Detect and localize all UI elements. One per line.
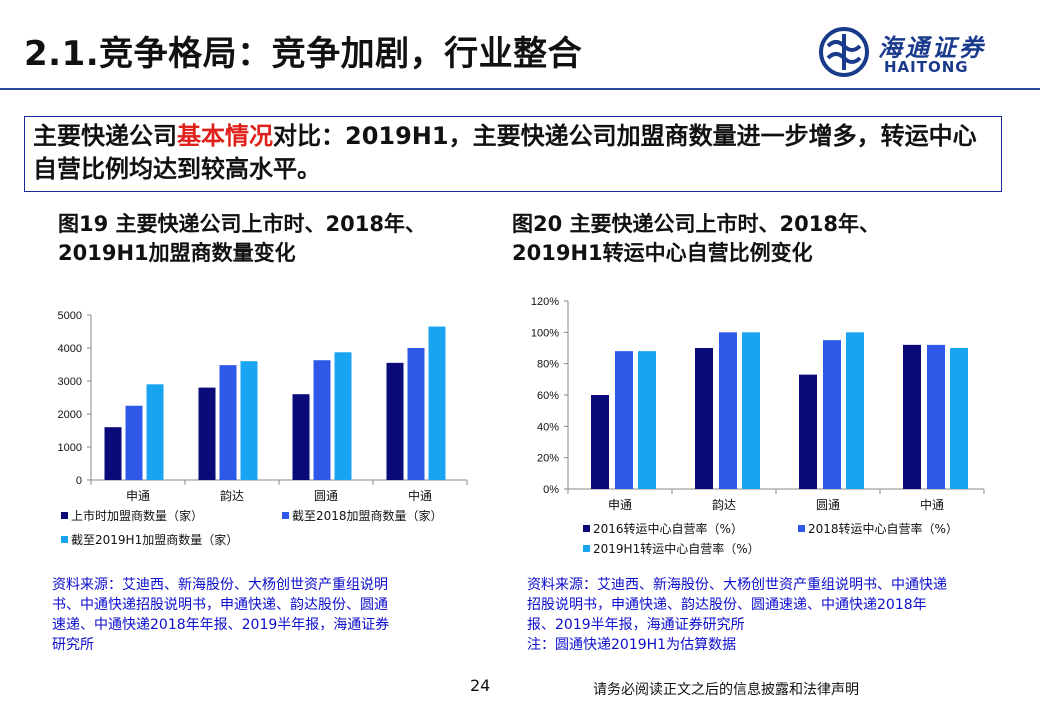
legend-swatch [61, 536, 68, 543]
logo-chinese-text: 海通证券 [878, 34, 986, 62]
figure-20-source-line: 注：圆通快递2019H1为估算数据 [527, 637, 737, 653]
legend-label: 上市时加盟商数量（家） [71, 508, 203, 523]
bar-2 [927, 344, 945, 489]
bar-2 [407, 348, 425, 480]
legend-label: 2019H1转运中心自营率（%） [593, 541, 760, 556]
bar-1 [799, 374, 817, 489]
bar-3 [638, 351, 656, 489]
figure-19-source-line: 研究所 [52, 637, 94, 653]
legend-label: 截至2019H1加盟商数量（家） [71, 532, 238, 547]
y-tick-label: 100% [531, 327, 559, 339]
legend-swatch [61, 512, 68, 519]
summary-highlight: 基本情况 [177, 122, 273, 150]
bar-2 [615, 351, 633, 489]
haitong-logo: 海通证券 HAITONG [818, 26, 1018, 78]
legend-label: 截至2018加盟商数量（家） [292, 508, 443, 523]
bar-3 [240, 361, 258, 480]
summary-text-end: 对比：2019H1，主要快递公司加盟商数量进一步增多，转运中心自营比例均达到较高… [33, 122, 977, 183]
summary-box: 主要快递公司基本情况对比：2019H1，主要快递公司加盟商数量进一步增多，转运中… [24, 116, 1002, 192]
bar-2 [219, 365, 237, 480]
header-divider [0, 88, 1040, 90]
y-tick-label: 0 [76, 475, 82, 487]
page-number: 24 [470, 676, 491, 695]
x-category-label: 中通 [408, 488, 432, 503]
page-title: 2.1.竞争格局：竞争加剧，行业整合 [24, 34, 583, 74]
bar-3 [950, 348, 968, 489]
y-tick-label: 2000 [58, 409, 82, 421]
bar-1 [292, 394, 310, 480]
x-category-label: 圆通 [314, 489, 338, 503]
y-tick-label: 3000 [58, 376, 82, 388]
figure-19-title-line2: 2019H1加盟商数量变化 [58, 241, 296, 265]
bar-2 [313, 360, 331, 480]
summary-text-start: 主要快递公司 [33, 122, 177, 150]
y-tick-label: 80% [537, 359, 559, 371]
y-tick-label: 40% [537, 421, 559, 433]
figure-19-source-line: 资料来源：艾迪西、新海股份、大杨创世资产重组说明 [52, 577, 388, 593]
figure-19-title: 图19 主要快递公司上市时、2018年、 2019H1加盟商数量变化 [58, 210, 426, 268]
x-category-label: 申通 [126, 489, 150, 503]
x-category-label: 中通 [920, 497, 944, 512]
y-tick-label: 120% [531, 296, 559, 308]
bar-3 [428, 326, 446, 480]
bar-3 [846, 332, 864, 489]
x-category-label: 韵达 [220, 488, 244, 503]
legend-label: 2016转运中心自营率（%） [593, 521, 743, 536]
bar-1 [591, 395, 609, 489]
figure-20-source-line: 报、2019半年报，海通证券研究所 [527, 617, 745, 633]
figure-20-title-line1: 图20 主要快递公司上市时、2018年、 [512, 212, 880, 236]
y-tick-label: 0% [543, 484, 559, 496]
y-tick-label: 1000 [58, 442, 82, 454]
figure-19-source-line: 书、中通快递招股说明书，申通快递、韵达股份、圆通 [52, 597, 388, 613]
x-category-label: 圆通 [816, 498, 840, 512]
legend-swatch [583, 525, 590, 532]
figure-20-title: 图20 主要快递公司上市时、2018年、 2019H1转运中心自营比例变化 [512, 210, 880, 268]
bar-1 [695, 348, 713, 489]
figure-20-source-line: 招股说明书，申通快递、韵达股份、圆通速递、中通快递2018年 [527, 597, 927, 613]
x-category-label: 韵达 [712, 497, 736, 512]
y-tick-label: 20% [537, 453, 559, 465]
figure-20-source: 资料来源：艾迪西、新海股份、大杨创世资产重组说明书、中通快递 招股说明书，申通快… [527, 575, 947, 655]
legend-swatch [282, 512, 289, 519]
bar-1 [104, 427, 122, 480]
figure-19-source-line: 速递、中通快递2018年年报、2019半年报，海通证券 [52, 617, 390, 633]
bar-1 [386, 362, 404, 480]
x-category-label: 申通 [608, 498, 632, 512]
figure-19-source: 资料来源：艾迪西、新海股份、大杨创世资产重组说明 书、中通快递招股说明书，申通快… [52, 575, 389, 655]
legend-swatch [583, 545, 590, 552]
figure-20-source-line: 资料来源：艾迪西、新海股份、大杨创世资产重组说明书、中通快递 [527, 577, 947, 593]
bar-2 [719, 332, 737, 489]
footer-disclaimer: 请务必阅读正文之后的信息披露和法律声明 [593, 682, 859, 698]
haitong-emblem-icon [819, 27, 869, 77]
bar-1 [903, 344, 921, 489]
bar-3 [334, 352, 352, 480]
legend-swatch [798, 525, 805, 532]
bar-2 [823, 340, 841, 489]
bar-3 [146, 384, 164, 480]
y-tick-label: 5000 [58, 310, 82, 322]
y-tick-label: 4000 [58, 343, 82, 355]
legend-label: 2018转运中心自营率（%） [808, 521, 958, 536]
figure-19-title-line1: 图19 主要快递公司上市时、2018年、 [58, 212, 426, 236]
bar-2 [125, 405, 143, 480]
logo-english-text: HAITONG [884, 58, 969, 76]
bar-3 [742, 332, 760, 489]
y-tick-label: 60% [537, 390, 559, 402]
figure-20-title-line2: 2019H1转运中心自营比例变化 [512, 241, 813, 265]
bar-1 [198, 387, 216, 480]
